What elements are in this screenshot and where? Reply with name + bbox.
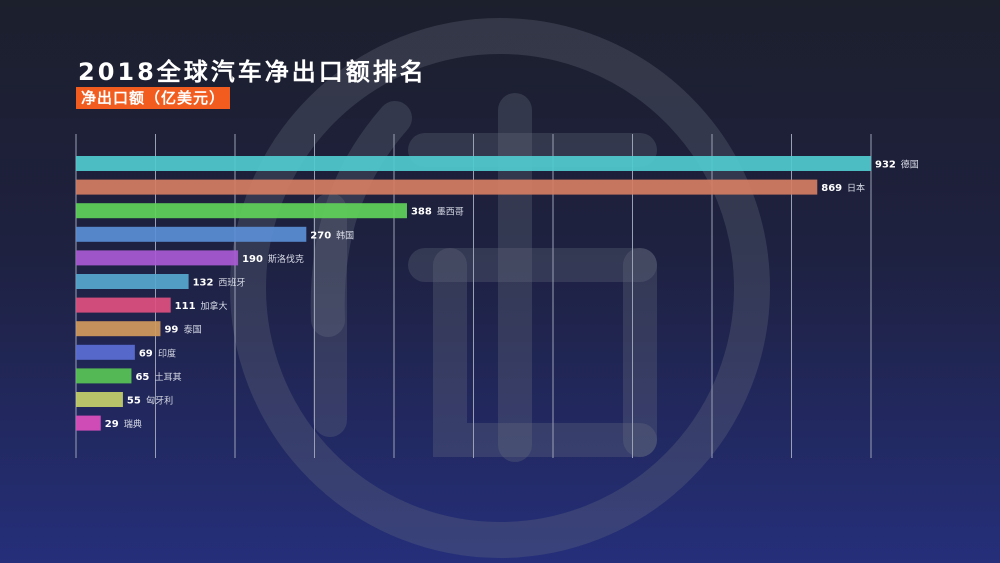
value-label-10: 55: [127, 396, 141, 407]
category-label-0: 德国: [901, 159, 919, 171]
category-label-8: 印度: [158, 347, 176, 359]
bar-9: [76, 368, 132, 384]
category-label-11: 瑞典: [124, 418, 142, 430]
value-label-1: 869: [821, 183, 842, 194]
category-label-9: 土耳其: [155, 371, 182, 383]
value-label-0: 932: [875, 160, 896, 171]
bar-10: [76, 392, 123, 407]
bar-0: [76, 156, 871, 171]
bar-11: [76, 415, 101, 431]
value-label-3: 270: [310, 230, 331, 241]
bar-6: [76, 297, 171, 313]
category-label-3: 韩国: [336, 229, 354, 241]
bar-8: [76, 344, 135, 360]
category-label-6: 加拿大: [200, 300, 227, 312]
category-label-5: 西班牙: [218, 277, 245, 289]
category-label-2: 墨西哥: [437, 207, 464, 218]
chart-title: 2018全球汽车净出口额排名: [78, 58, 427, 86]
bar-7: [76, 321, 161, 337]
bars: 932 德国 869 日本 388 墨西哥 270 韩国 190 斯洛伐克 132 西班牙 111 加拿大…: [76, 156, 919, 431]
value-label-8: 69: [139, 348, 153, 359]
value-label-6: 111: [175, 301, 196, 312]
value-label-9: 65: [135, 372, 149, 383]
bar-2: [76, 203, 407, 219]
category-label-1: 日本: [847, 182, 865, 194]
bar-4: [76, 250, 239, 266]
bar-5: [76, 274, 189, 289]
category-label-4: 斯洛伐克: [268, 253, 304, 265]
chart-subtitle: 净出口额（亿美元）: [76, 87, 231, 109]
category-label-10: 匈牙利: [146, 395, 173, 407]
value-label-4: 190: [242, 254, 263, 265]
value-label-7: 99: [164, 325, 178, 336]
category-label-7: 泰国: [184, 324, 202, 336]
value-label-5: 132: [193, 278, 214, 289]
bar-1: [76, 179, 818, 195]
value-label-2: 388: [411, 207, 432, 218]
bar-3: [76, 226, 307, 242]
value-label-11: 29: [105, 419, 119, 430]
